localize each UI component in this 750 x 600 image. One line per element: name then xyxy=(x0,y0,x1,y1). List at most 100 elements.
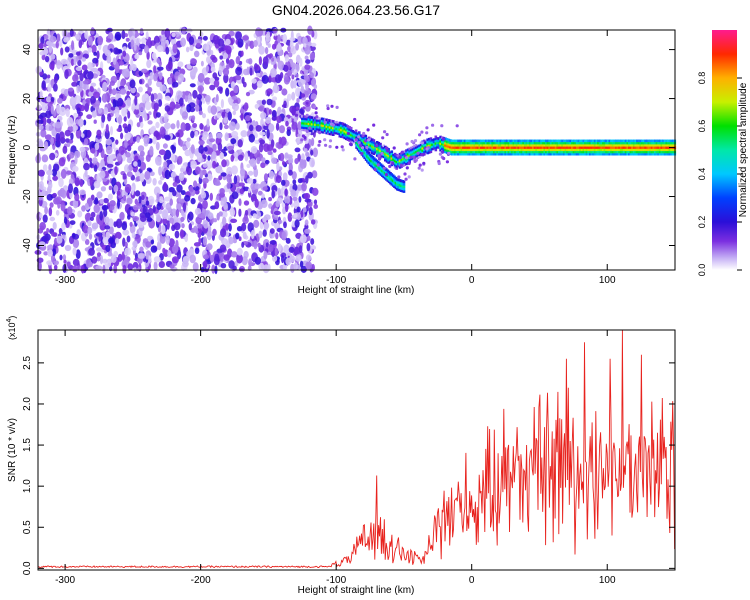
noise-cell xyxy=(291,74,295,80)
ridge-cell xyxy=(548,152,551,156)
scatter-cell xyxy=(326,104,330,108)
noise-cell xyxy=(136,122,141,128)
ridge-cell xyxy=(424,143,428,147)
ridge-cell xyxy=(610,146,613,149)
ridge-cell xyxy=(382,153,385,156)
noise-cell xyxy=(195,216,202,225)
ridge-cell xyxy=(493,141,496,145)
ridge-cell xyxy=(501,141,504,145)
scatter-cell xyxy=(398,155,402,159)
noise-cell xyxy=(311,170,318,179)
noise-cell xyxy=(258,230,263,239)
ridge-cell xyxy=(610,141,613,145)
ridge-cell xyxy=(512,141,516,145)
noise-cell xyxy=(164,122,171,129)
noise-cell xyxy=(156,45,164,53)
noise-cell xyxy=(102,81,108,92)
noise-cell xyxy=(146,59,152,69)
ridge-cell xyxy=(637,144,641,147)
ridge-cell xyxy=(424,150,428,153)
noise-cell xyxy=(295,43,299,51)
noise-cell xyxy=(233,175,238,185)
noise-cell xyxy=(196,42,201,48)
ridge-cell xyxy=(476,139,480,143)
ridge-cell xyxy=(593,146,597,149)
ridge-cell xyxy=(439,135,442,139)
ridge-cell xyxy=(631,150,634,154)
noise-cell xyxy=(261,74,269,84)
ridge-cell xyxy=(497,146,501,149)
ridge-cell xyxy=(575,148,579,152)
noise-cell xyxy=(133,161,138,167)
noise-cell xyxy=(83,162,90,171)
scatter-cell xyxy=(294,113,298,117)
ridge-cell xyxy=(434,144,438,147)
scatter-cell xyxy=(407,175,411,179)
noise-cell xyxy=(283,100,287,108)
noise-cell xyxy=(60,202,66,212)
noise-cell xyxy=(266,88,273,95)
ridge-cell xyxy=(405,151,408,155)
scatter-cell xyxy=(397,175,401,179)
ridge-cell xyxy=(611,139,615,143)
ridge-cell xyxy=(340,135,343,138)
ridge-cell xyxy=(564,139,568,143)
branch-cell xyxy=(375,169,379,173)
ridge-cell xyxy=(639,144,642,147)
ridge-cell xyxy=(384,152,387,155)
scatter-cell xyxy=(409,155,413,159)
branch-cell xyxy=(383,172,387,175)
ridge-cell xyxy=(650,141,654,145)
ridge-cell xyxy=(595,146,599,149)
noise-cell xyxy=(304,45,311,55)
ridge-cell xyxy=(387,152,390,156)
ridge-cell xyxy=(478,152,481,156)
noise-cell xyxy=(293,262,298,271)
ridge-cell xyxy=(628,152,631,156)
ridge-cell xyxy=(582,139,586,143)
ridge-cell xyxy=(359,136,363,140)
noise-cell xyxy=(264,159,270,165)
scatter-cell xyxy=(420,141,424,145)
ridge-cell xyxy=(340,122,343,125)
noise-cell xyxy=(87,71,94,80)
noise-cell xyxy=(177,77,181,83)
ridge-cell xyxy=(480,150,483,154)
ridge-cell xyxy=(393,152,397,156)
noise-cell xyxy=(260,162,266,169)
x-tick-label: 0 xyxy=(469,275,475,286)
ridge-cell xyxy=(654,144,657,147)
noise-cell xyxy=(153,65,157,75)
ridge-cell xyxy=(543,139,546,143)
ridge-cell xyxy=(426,142,429,146)
colorbar-tick-label: 0.2 xyxy=(697,216,707,229)
ridge-cell xyxy=(520,148,524,152)
ridge-cell xyxy=(330,130,333,134)
ridge-cell xyxy=(522,141,525,145)
ridge-cell xyxy=(667,141,670,145)
ridge-cell xyxy=(608,139,612,143)
noise-cell xyxy=(47,249,53,257)
ridge-cell xyxy=(416,145,420,148)
noise-cell xyxy=(40,36,45,45)
ridge-cell xyxy=(559,146,563,149)
ridge-cell xyxy=(393,157,397,160)
noise-cell xyxy=(94,100,101,107)
ridge-cell xyxy=(663,144,667,147)
scatter-cell xyxy=(407,161,411,166)
noise-cell xyxy=(207,212,214,220)
ridge-cell xyxy=(551,146,555,149)
ridge-cell xyxy=(559,144,563,147)
ridge-cell xyxy=(538,152,542,156)
ridge-cell xyxy=(623,152,626,156)
noise-cell xyxy=(170,123,176,130)
ridge-cell xyxy=(657,141,660,145)
noise-cell xyxy=(177,155,183,165)
ridge-cell xyxy=(465,139,468,143)
noise-cell xyxy=(207,147,214,155)
ridge-cell xyxy=(332,126,335,130)
ridge-cell xyxy=(388,160,392,163)
ridge-cell xyxy=(348,130,351,133)
noise-cell xyxy=(163,134,171,140)
ridge-cell xyxy=(624,148,628,152)
